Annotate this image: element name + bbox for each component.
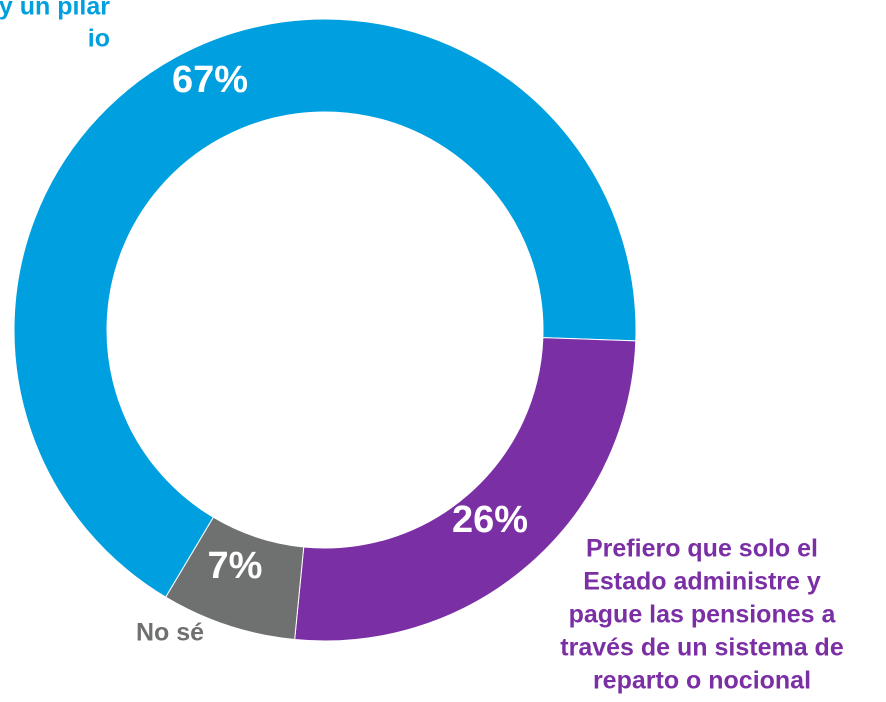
category-label: pague las pensiones a bbox=[569, 601, 837, 629]
category-label: tatal y un pilar bbox=[0, 0, 110, 21]
category-label: través de un sistema de bbox=[560, 634, 844, 662]
category-label: io bbox=[88, 25, 110, 53]
donut-segment bbox=[13, 18, 637, 598]
donut-segment bbox=[165, 516, 305, 641]
category-label: No sé bbox=[136, 619, 204, 647]
value-label: 67% bbox=[172, 59, 248, 101]
category-label: Estado administre y bbox=[583, 568, 821, 596]
donut-segment bbox=[294, 337, 637, 642]
value-label: 7% bbox=[208, 545, 263, 587]
category-label: Prefiero que solo el bbox=[586, 535, 818, 563]
value-label: 26% bbox=[452, 499, 528, 541]
category-label: reparto o nocional bbox=[593, 667, 811, 695]
